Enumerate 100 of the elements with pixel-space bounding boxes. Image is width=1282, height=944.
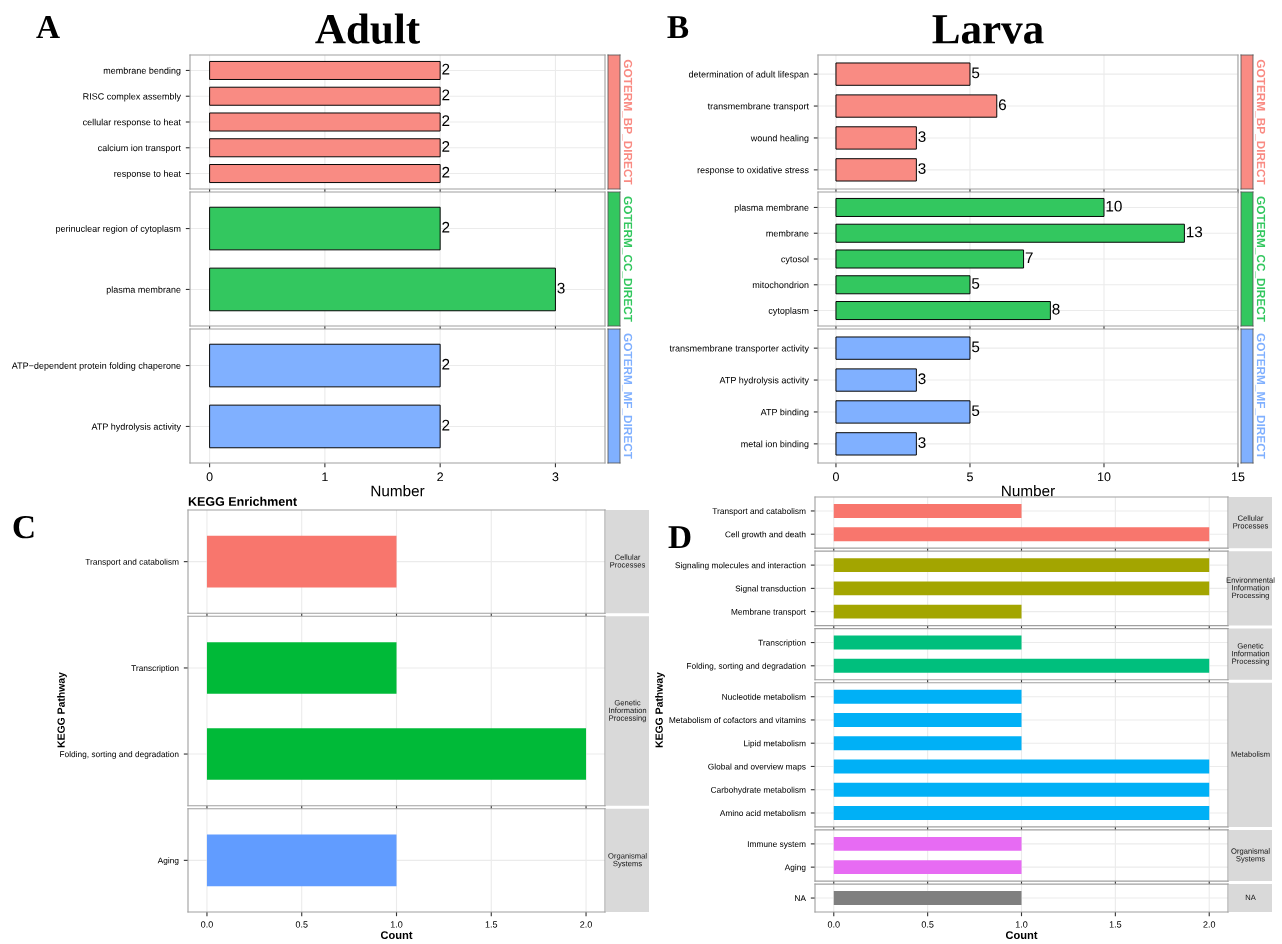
y-tick-label: Signal transduction bbox=[735, 585, 806, 594]
bar bbox=[835, 223, 1185, 243]
bar bbox=[835, 249, 1025, 269]
x-tick-label: 0 bbox=[206, 472, 213, 482]
x-tick-label: 1.5 bbox=[485, 921, 498, 928]
data-label: 2 bbox=[442, 166, 450, 178]
data-label: 8 bbox=[1052, 303, 1060, 315]
bar bbox=[835, 301, 1051, 321]
y-tick-label: determination of adult lifespan bbox=[688, 70, 809, 80]
data-label: 5 bbox=[971, 341, 980, 353]
data-label: 2 bbox=[442, 221, 450, 233]
y2-axis-title: GOTERM_CC_DIRECT bbox=[1255, 196, 1266, 322]
text: A bbox=[36, 16, 60, 39]
y-tick-label: Transport and catabolism bbox=[712, 507, 806, 516]
x-tick-label: 1 bbox=[322, 472, 328, 482]
data-label: 2 bbox=[442, 115, 450, 126]
y-tick-label: Amino acid metabolism bbox=[719, 809, 806, 817]
y-tick-label: cytoplasm bbox=[768, 307, 809, 316]
y-tick-label: Immune system bbox=[747, 841, 806, 849]
data-label: 2 bbox=[442, 419, 450, 431]
data-label: 10 bbox=[1106, 200, 1122, 212]
y-tick-label: cellular response to heat bbox=[83, 118, 181, 128]
y-tick-label: ATP hydrolysis activity bbox=[91, 423, 181, 432]
text: D bbox=[668, 526, 691, 549]
y-tick-label: membrane bending bbox=[103, 67, 181, 76]
y-tick-label: Signaling molecules and interaction bbox=[675, 562, 806, 570]
bar bbox=[835, 275, 971, 295]
y-tick-label: plasma membrane bbox=[734, 204, 809, 213]
y-tick-label: Aging bbox=[784, 864, 806, 872]
y-tick-label: response to oxidative stress bbox=[697, 166, 809, 175]
data-label: 2 bbox=[442, 89, 450, 101]
y-tick-label: Aging bbox=[157, 857, 179, 866]
x-tick-label: 2 bbox=[437, 472, 443, 482]
data-label: 3 bbox=[918, 373, 926, 385]
data-label: 3 bbox=[918, 437, 926, 448]
y-tick-label: Global and overview maps bbox=[708, 763, 806, 772]
y-tick-label: plasma membrane bbox=[106, 286, 181, 295]
y-tick-label: Carbohydrate metabolism bbox=[710, 786, 806, 795]
x-axis-title: Number bbox=[1002, 485, 1055, 497]
y-tick-label: cytosol bbox=[781, 255, 809, 265]
x-axis-title: Count bbox=[1005, 931, 1038, 939]
data-label: 5 bbox=[971, 278, 980, 289]
y-tick-label: ATP hydrolysis activity bbox=[719, 376, 809, 386]
x-axis-title: Count bbox=[380, 931, 413, 939]
y-tick-label: wound healing bbox=[750, 134, 809, 144]
data-label: 7 bbox=[1025, 252, 1033, 263]
x-tick-label: 1.0 bbox=[390, 921, 403, 928]
y2-axis-title: GOTERM_BP_DIRECT bbox=[622, 59, 633, 185]
data-label: 3 bbox=[918, 131, 926, 143]
x-tick-label: 0.5 bbox=[295, 921, 308, 928]
text: C bbox=[13, 515, 34, 539]
y-tick-label: membrane bbox=[766, 229, 809, 237]
x-tick-label: 2.0 bbox=[1203, 921, 1216, 928]
chart-title: Adult bbox=[315, 13, 420, 44]
x-tick-label: 10 bbox=[1097, 472, 1111, 482]
y-tick-label: calcium ion transport bbox=[98, 144, 181, 153]
y2-axis-title: GOTERM_BP_DIRECT bbox=[1255, 59, 1266, 185]
y-tick-label: Metabolism of cofactors and vitamins bbox=[669, 716, 806, 724]
y-tick-label: Transcription bbox=[131, 664, 179, 673]
chart-title: Larva bbox=[932, 15, 1044, 44]
x-tick-label: 3 bbox=[552, 472, 559, 482]
x-tick-label: 1.5 bbox=[1109, 921, 1122, 928]
x-axis-title: Number bbox=[371, 485, 425, 497]
y-tick-label: Cell growth and death bbox=[725, 531, 806, 539]
data-label: 5 bbox=[971, 67, 980, 79]
y-tick-label: metal ion binding bbox=[741, 440, 809, 449]
y-tick-label: Transport and catabolism bbox=[85, 558, 179, 567]
y-tick-label: mitochondrion bbox=[752, 281, 809, 289]
y2-axis-title: GOTERM_MF_DIRECT bbox=[1255, 333, 1266, 459]
y-tick-label: Folding, sorting and degradation bbox=[687, 662, 806, 671]
y-tick-label: transmembrane transporter activity bbox=[669, 344, 809, 354]
y-tick-label: Nucleotide metabolism bbox=[722, 693, 806, 700]
x-tick-label: 1.0 bbox=[1015, 921, 1028, 928]
y-tick-label: perinuclear region of cytoplasm bbox=[56, 225, 181, 234]
y-tick-label: Transcription bbox=[758, 639, 806, 648]
x-tick-label: 0.5 bbox=[921, 921, 934, 928]
x-tick-label: 15 bbox=[1232, 472, 1245, 482]
x-tick-label: 5 bbox=[967, 472, 973, 482]
y-tick-label: transmembrane transport bbox=[707, 102, 809, 112]
y-tick-label: RISC complex assembly bbox=[83, 92, 181, 102]
x-tick-label: 0.0 bbox=[201, 921, 213, 928]
data-label: 6 bbox=[998, 99, 1006, 111]
data-label: 2 bbox=[442, 63, 450, 75]
y2-axis-title: GOTERM_MF_DIRECT bbox=[622, 333, 633, 459]
x-tick-label: 0 bbox=[832, 472, 839, 482]
x-tick-label: 0.0 bbox=[827, 921, 840, 928]
bar bbox=[835, 197, 1105, 217]
data-label: 2 bbox=[442, 141, 450, 152]
y-axis-title: KEGG Pathway bbox=[57, 672, 67, 748]
data-label: 13 bbox=[1186, 226, 1203, 238]
data-label: 3 bbox=[918, 163, 926, 174]
y-tick-label: Membrane transport bbox=[731, 608, 806, 617]
y-tick-label: ATP binding bbox=[760, 408, 809, 418]
y-tick-label: Folding, sorting and degradation bbox=[60, 751, 179, 759]
y-axis-title: KEGG Pathway bbox=[655, 672, 665, 748]
data-label: 3 bbox=[557, 282, 565, 294]
y-tick-label: Lipid metabolism bbox=[744, 740, 806, 748]
data-label: 5 bbox=[971, 405, 980, 417]
y-tick-label: ATP−dependent protein folding chaperone bbox=[11, 362, 181, 371]
data-label: 2 bbox=[442, 358, 450, 370]
